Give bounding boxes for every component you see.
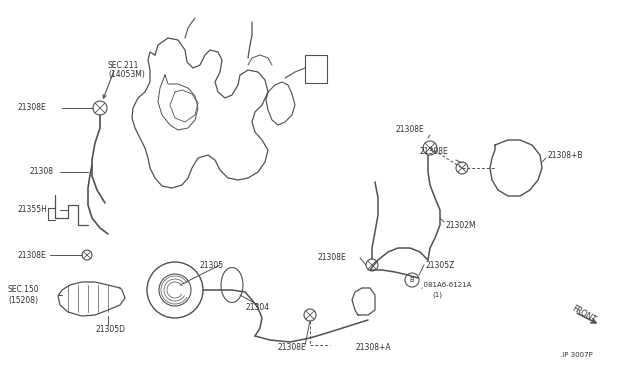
Text: (14053M): (14053M) — [108, 70, 145, 78]
Text: 21305D: 21305D — [95, 326, 125, 334]
Text: FRONT: FRONT — [570, 304, 596, 325]
Text: 21308E: 21308E — [18, 250, 47, 260]
Text: 21305: 21305 — [200, 260, 224, 269]
Circle shape — [405, 273, 419, 287]
Text: SEC.150: SEC.150 — [8, 285, 40, 295]
Text: 21305Z: 21305Z — [425, 260, 454, 269]
Text: 21308E: 21308E — [278, 343, 307, 353]
Text: (1): (1) — [432, 292, 442, 298]
Text: 21308E: 21308E — [318, 253, 347, 263]
Text: 21308E: 21308E — [395, 125, 424, 135]
Text: (15208): (15208) — [8, 295, 38, 305]
Text: ¸081A6-6121A: ¸081A6-6121A — [420, 282, 472, 288]
Text: 21308: 21308 — [30, 167, 54, 176]
Text: 21308+A: 21308+A — [355, 343, 390, 353]
Text: 21355H: 21355H — [18, 205, 48, 215]
Text: B: B — [410, 277, 414, 283]
Text: 21302M: 21302M — [445, 221, 476, 230]
Text: 21308E: 21308E — [420, 148, 449, 157]
Text: 21308E: 21308E — [18, 103, 47, 112]
Text: .IP 3007P: .IP 3007P — [560, 352, 593, 358]
Text: SEC.211: SEC.211 — [108, 61, 140, 70]
Text: 21308+B: 21308+B — [548, 151, 584, 160]
Bar — [305, 55, 327, 83]
Text: 21304: 21304 — [245, 304, 269, 312]
